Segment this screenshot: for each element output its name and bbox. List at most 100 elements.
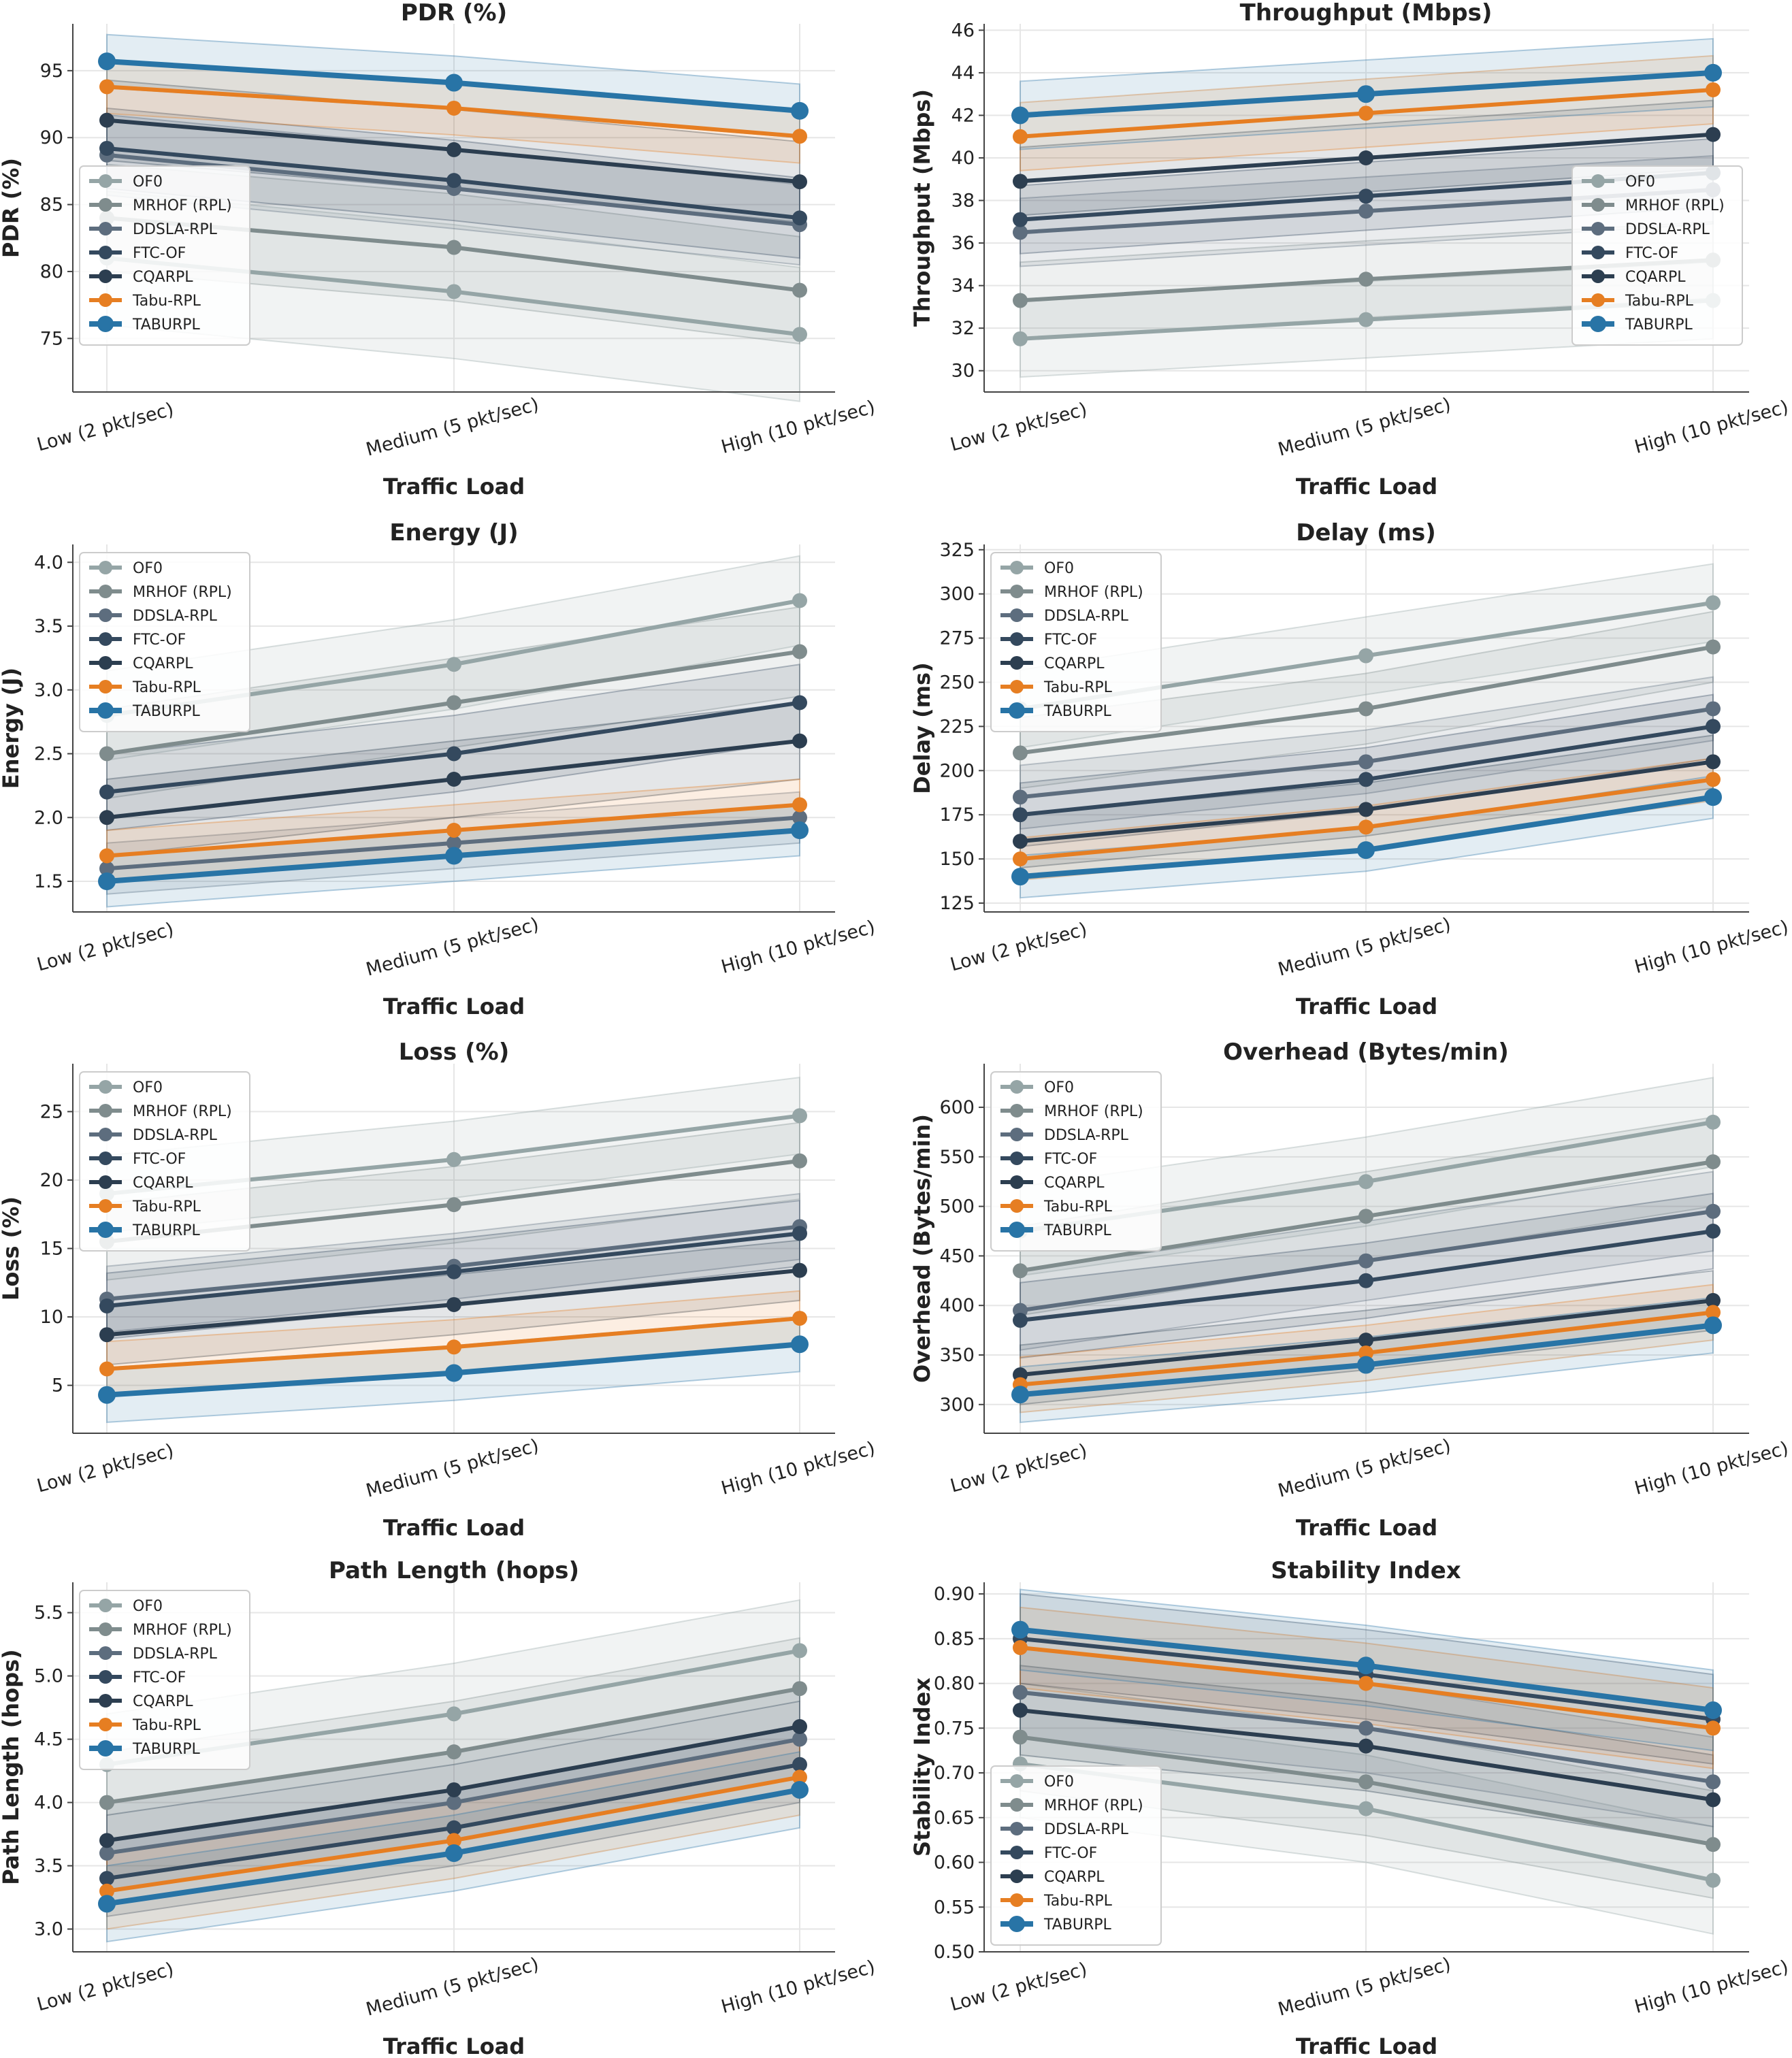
chart-title: Throughput (Mbps) (1240, 0, 1493, 27)
y-tick-label: 125 (939, 893, 975, 914)
point-ftc-of (1013, 1313, 1028, 1328)
legend-item-cqarpl: CQARPL (1044, 1869, 1105, 1886)
legend-item-tabu-rpl: Tabu-RPL (1043, 1893, 1113, 1910)
y-tick-label: 46 (951, 20, 975, 41)
point-cqarpl (99, 1327, 114, 1343)
point-mrhof-rpl (1013, 745, 1028, 761)
point-ddsla-rpl (1706, 1774, 1721, 1790)
legend-marker (1010, 680, 1024, 693)
point-ftc-of (1706, 1224, 1721, 1239)
legend-marker (97, 702, 114, 719)
chart-title: Path Length (hops) (329, 1557, 579, 1584)
y-tick-label: 85 (40, 195, 63, 216)
point-taburpl (1357, 1356, 1375, 1374)
legend-item-cqarpl: CQARPL (1044, 1175, 1105, 1192)
point-taburpl (445, 847, 463, 865)
point-taburpl (445, 1364, 463, 1382)
legend-marker (99, 246, 112, 259)
legend-item-ddsla-rpl: DDSLA-RPL (1044, 1127, 1129, 1144)
legend-marker (99, 1175, 112, 1189)
legend-item-tabu-rpl: Tabu-RPL (132, 679, 201, 696)
point-tabu-rpl (1358, 1676, 1373, 1691)
legend-marker (97, 1222, 114, 1238)
chart-pdr: 75 80 85 90 95 Low (2 pkt/sec) Medium (5 pkt/s… (0, 0, 877, 500)
legend-item-ftc-of: FTC-OF (133, 632, 186, 649)
point-ftc-of (792, 1226, 807, 1241)
x-axis-label: Traffic Load (383, 1515, 525, 1541)
y-tick-label: 0.65 (934, 1808, 975, 1829)
legend: OF0 MRHOF (RPL) DDSLA-RPL FTC-OF CQARPL Tabu-… (990, 1765, 1162, 1946)
x-tick-label: High (10 pkt/sec) (1632, 397, 1791, 458)
point-of0 (1706, 1872, 1721, 1888)
y-tick-label: 75 (40, 328, 63, 349)
legend-marker (1010, 1846, 1024, 1859)
legend: OF0 MRHOF (RPL) DDSLA-RPL FTC-OF CQARPL Tabu-… (79, 552, 250, 732)
point-tabu-rpl (446, 100, 461, 116)
legend-marker (1010, 585, 1024, 598)
point-mrhof-rpl (446, 695, 461, 710)
point-ftc-of (446, 746, 461, 762)
point-of0 (792, 1643, 807, 1659)
legend-item-tabu-rpl: Tabu-RPL (1625, 293, 1694, 310)
point-of0 (1013, 331, 1028, 346)
legend-marker (1010, 656, 1024, 670)
point-cqarpl (1706, 754, 1721, 770)
legend-item-tabu-rpl: Tabu-RPL (1043, 679, 1113, 696)
legend-marker (1010, 1798, 1024, 1812)
y-tick-label: 5.0 (34, 1666, 63, 1687)
y-tick-label: 250 (939, 672, 975, 693)
legend-marker (99, 1128, 112, 1141)
legend-item-taburpl: TABURPL (132, 703, 201, 720)
legend-item-taburpl: TABURPL (1625, 316, 1693, 333)
legend-marker (1009, 1222, 1025, 1238)
y-tick-label: 34 (951, 276, 975, 297)
point-cqarpl (1013, 1703, 1028, 1718)
y-tick-label: 300 (939, 1394, 975, 1416)
legend-item-ddsla-rpl: DDSLA-RPL (133, 608, 218, 625)
y-tick-label: 40 (951, 148, 975, 169)
point-tabu-rpl (1706, 1720, 1721, 1736)
point-tabu-rpl (446, 1833, 461, 1848)
point-ddsla-rpl (446, 1795, 461, 1810)
point-of0 (446, 284, 461, 299)
y-tick-label: 95 (40, 61, 63, 82)
x-axis-label: Traffic Load (1296, 474, 1437, 500)
legend-item-taburpl: TABURPL (132, 316, 201, 333)
legend-item-tabu-rpl: Tabu-RPL (132, 1198, 201, 1215)
y-tick-label: 175 (939, 804, 975, 826)
legend-marker (1591, 198, 1605, 212)
y-tick-label: 2.5 (34, 744, 63, 765)
legend-marker (99, 1599, 112, 1612)
x-tick-label: High (10 pkt/sec) (719, 917, 877, 978)
point-tabu-rpl (1358, 819, 1373, 835)
legend-marker (99, 1080, 112, 1094)
legend-item-of0: OF0 (1044, 1774, 1074, 1791)
point-of0 (792, 1108, 807, 1124)
legend-marker (99, 293, 112, 307)
x-tick-label: Low (2 pkt/sec) (948, 1440, 1090, 1497)
legend-marker (99, 585, 112, 598)
point-ftc-of (792, 210, 807, 226)
point-taburpl (1357, 1656, 1375, 1675)
chart-title: Overhead (Bytes/min) (1223, 1039, 1509, 1066)
y-tick-label: 90 (40, 127, 63, 148)
point-ftc-of (99, 1871, 114, 1886)
legend-item-of0: OF0 (133, 1598, 163, 1615)
y-tick-label: 150 (939, 849, 975, 870)
legend-item-tabu-rpl: Tabu-RPL (132, 1717, 201, 1734)
point-cqarpl (792, 1718, 807, 1734)
point-taburpl (791, 1780, 809, 1799)
y-tick-label: 3.0 (34, 1919, 63, 1940)
y-tick-label: 4.0 (34, 552, 63, 573)
x-tick-label: Low (2 pkt/sec) (948, 919, 1090, 975)
legend: OF0 MRHOF (RPL) DDSLA-RPL FTC-OF CQARPL Tabu-… (990, 552, 1162, 732)
legend-marker (99, 632, 112, 646)
legend-item-ddsla-rpl: DDSLA-RPL (1625, 221, 1710, 238)
band-ddsla-rpl (1020, 676, 1714, 830)
y-tick-label: 225 (939, 716, 975, 737)
legend-item-taburpl: TABURPL (1043, 1916, 1112, 1933)
y-tick-label: 32 (951, 318, 975, 339)
x-tick-label: High (10 pkt/sec) (1632, 1438, 1791, 1499)
point-ddsla-rpl (1358, 1720, 1373, 1736)
point-taburpl (98, 872, 116, 890)
